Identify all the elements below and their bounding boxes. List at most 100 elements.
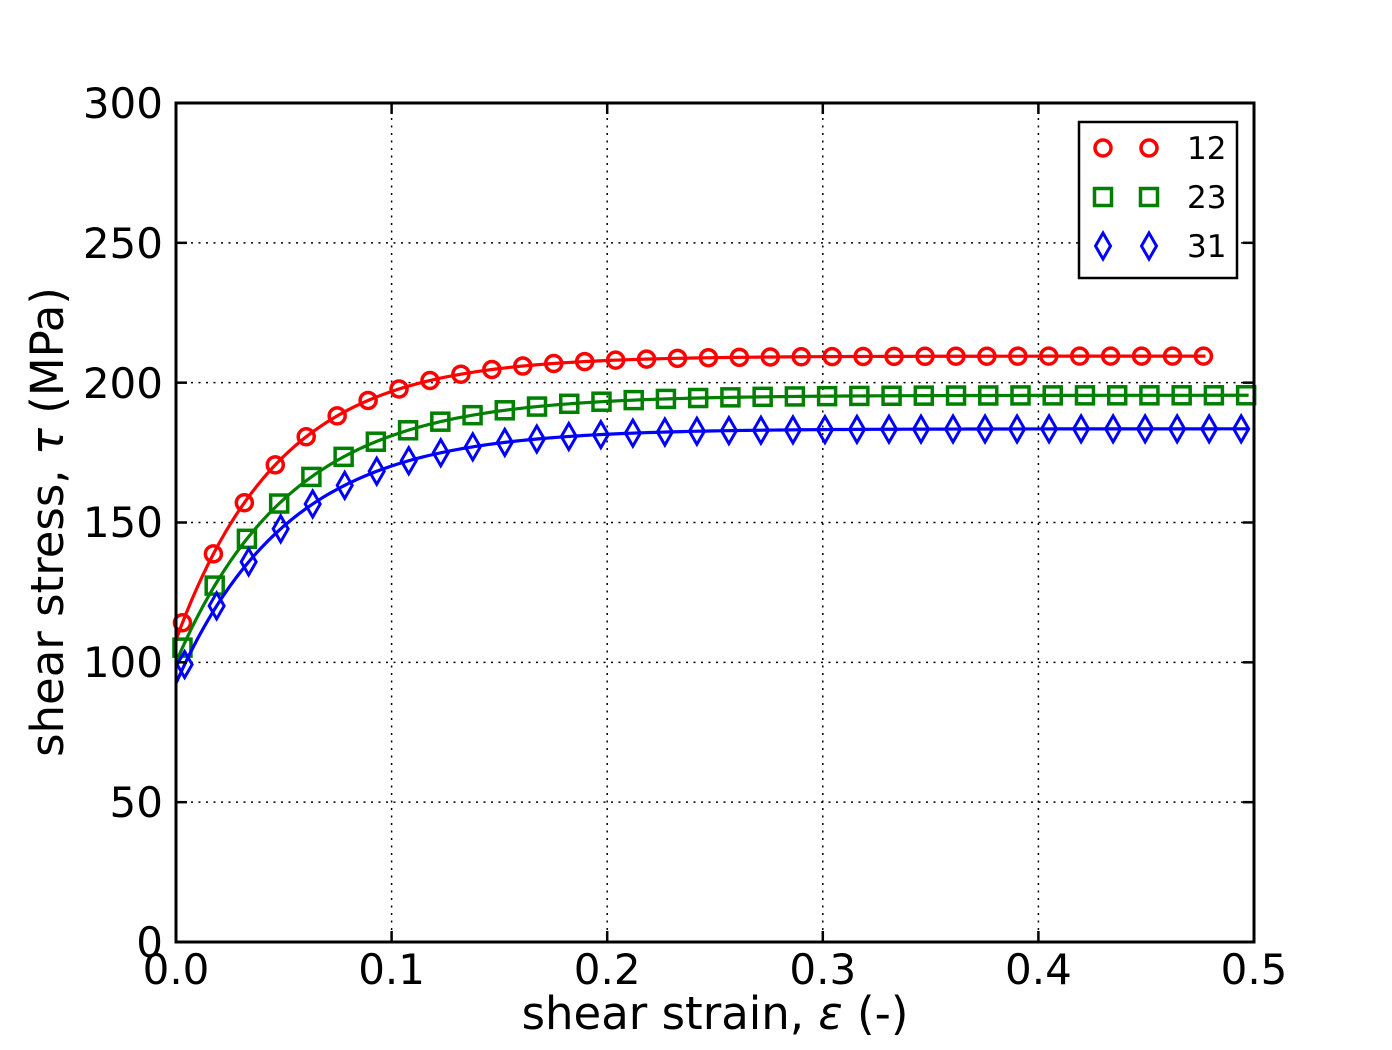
diamond-marker	[527, 422, 547, 455]
square-marker	[1106, 385, 1128, 406]
circle-marker	[977, 346, 997, 366]
circle-marker	[915, 346, 935, 367]
y-tick-label: 200	[83, 359, 163, 408]
y-axis-label: shear stress, τ (MPa)	[21, 287, 74, 757]
square-marker	[655, 388, 677, 410]
diamond-marker	[1103, 412, 1123, 445]
y-tick-label: 0	[136, 918, 163, 967]
series-line-23	[174, 393, 1249, 663]
circle-marker	[172, 613, 193, 633]
legend-circle-marker-icon	[1139, 138, 1159, 158]
legend-diamond-marker-icon	[1093, 229, 1113, 263]
square-marker	[849, 385, 870, 407]
legend-circle-marker-icon	[1093, 138, 1113, 158]
x-tick-label: 0.3	[789, 945, 856, 994]
diamond-marker	[1199, 412, 1219, 445]
diamond-marker	[1231, 412, 1251, 445]
square-marker	[945, 385, 967, 406]
legend: 12 23 31	[1077, 120, 1239, 280]
circle-marker	[729, 347, 750, 368]
circle-marker	[791, 347, 811, 367]
circle-marker	[513, 356, 533, 376]
circle-marker	[574, 351, 595, 372]
y-tick-labels: 0 50 100 150 200 250 300	[83, 79, 163, 967]
circle-marker	[636, 349, 657, 369]
y-axis-label-text: shear stress,	[21, 455, 74, 757]
circle-marker	[605, 350, 626, 370]
diamond-marker	[271, 512, 290, 545]
circle-marker	[946, 346, 966, 366]
x-tick-label: 0.5	[1221, 945, 1288, 994]
square-marker	[526, 396, 548, 417]
series-23	[172, 385, 1257, 663]
legend-entry-12: 12	[1093, 131, 1226, 167]
square-marker	[462, 404, 483, 426]
square-marker	[397, 420, 419, 441]
diamond-marker	[1007, 412, 1027, 445]
plot-series	[172, 346, 1257, 684]
legend-label: 31	[1187, 229, 1226, 265]
diamond-marker	[815, 413, 835, 446]
diamond-marker	[559, 420, 579, 453]
square-marker	[430, 411, 451, 432]
circle-marker	[698, 348, 719, 368]
diamond-marker	[687, 415, 707, 448]
circle-marker	[1069, 346, 1090, 366]
square-marker	[687, 387, 709, 409]
circle-marker	[822, 346, 842, 367]
y-tick-label: 50	[110, 778, 163, 827]
circle-marker	[420, 370, 440, 391]
tick-marks	[174, 101, 1256, 944]
legend-diamond-marker-icon	[1139, 229, 1159, 263]
circle-marker	[203, 544, 224, 564]
diamond-marker	[431, 436, 450, 469]
square-marker	[752, 386, 773, 408]
x-tick-labels: 0.0 0.1 0.2 0.3 0.4 0.5	[143, 945, 1288, 994]
square-marker	[1010, 385, 1031, 406]
diamond-marker	[719, 414, 739, 447]
diamond-marker	[879, 413, 899, 446]
square-marker	[816, 385, 838, 407]
diamond-marker	[1039, 412, 1059, 445]
diamond-marker	[1167, 412, 1187, 445]
square-marker	[591, 391, 612, 412]
y-axis-label-unit: (MPa)	[21, 287, 74, 429]
circle-marker	[1193, 346, 1214, 366]
circle-marker	[389, 379, 409, 399]
y-tick-label: 300	[83, 79, 163, 128]
square-marker	[784, 386, 806, 407]
gridlines	[176, 103, 1254, 942]
square-marker	[1171, 385, 1192, 406]
circle-marker	[234, 493, 255, 513]
legend-label: 12	[1187, 131, 1226, 167]
diamond-marker	[399, 444, 418, 477]
square-marker	[913, 385, 935, 406]
circle-marker	[543, 353, 564, 374]
series-31	[174, 412, 1251, 684]
legend-entry-23: 23	[1092, 180, 1226, 216]
legend-square-marker-icon	[1092, 186, 1114, 208]
square-marker	[881, 385, 902, 407]
circle-marker	[1100, 346, 1121, 366]
diamond-marker	[495, 426, 515, 459]
circle-marker	[482, 359, 502, 380]
square-marker	[365, 431, 387, 452]
diamond-marker	[1135, 412, 1155, 445]
legend-label: 23	[1187, 180, 1226, 216]
circle-marker	[884, 346, 904, 367]
square-marker	[301, 466, 322, 488]
diamond-marker	[335, 469, 354, 502]
x-tick-label: 0.4	[1005, 945, 1072, 994]
square-marker	[623, 389, 644, 411]
x-axis-label-text: shear strain,	[521, 987, 819, 1040]
legend-square-marker-icon	[1138, 186, 1160, 208]
diamond-marker	[239, 545, 258, 578]
square-marker	[333, 446, 354, 468]
diamond-marker	[975, 412, 995, 446]
y-tick-label: 250	[83, 219, 163, 268]
series-line-31	[174, 427, 1249, 684]
circle-marker	[451, 364, 471, 384]
circle-marker	[265, 455, 286, 475]
